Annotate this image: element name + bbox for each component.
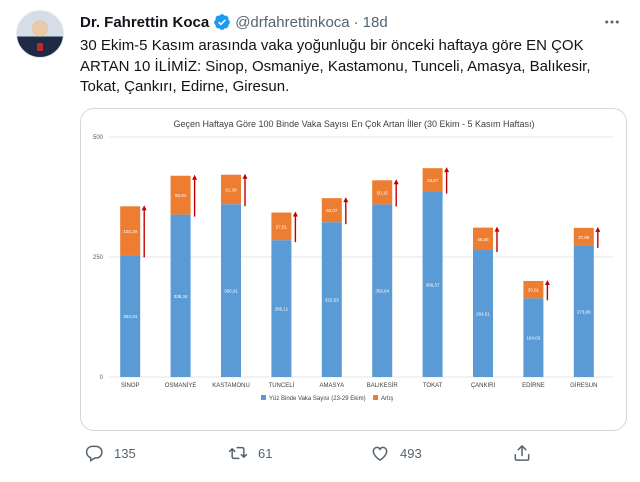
bar-base <box>321 222 342 377</box>
bar-increase-label: 80,94 <box>175 193 187 198</box>
bar-increase-label: 37,66 <box>578 235 590 240</box>
bar-increase <box>372 180 393 205</box>
increase-arrow-head <box>192 174 198 180</box>
x-tick-label: EDİRNE <box>522 382 545 389</box>
bar-base <box>170 214 191 377</box>
x-tick-label: GİRESUN <box>570 382 597 389</box>
like-icon <box>372 446 388 461</box>
bar-increase-label: 61,38 <box>225 187 237 192</box>
tweet-timestamp[interactable]: 18d <box>362 13 388 31</box>
bar-base <box>523 298 544 377</box>
like-button[interactable]: 493 <box>370 438 422 468</box>
bar-base <box>120 255 141 377</box>
x-tick-label: BALIKESİR <box>367 382 399 389</box>
x-tick-label: TUNCELİ <box>269 382 295 389</box>
tweet-actions: 135 61 493 <box>80 438 540 468</box>
retweet-count: 61 <box>258 445 273 461</box>
legend-label-increase: Artış <box>381 396 393 402</box>
bar-increase <box>523 280 544 299</box>
increase-arrow-head <box>544 279 550 285</box>
bar-increase <box>170 175 191 215</box>
y-tick-label: 500 <box>93 135 104 141</box>
x-tick-label: ÇANKIRI <box>471 383 496 389</box>
bar-increase <box>473 227 493 251</box>
x-tick-label: AMASYA <box>320 383 345 389</box>
legend-swatch-base <box>261 395 266 400</box>
bar-base-label: 164,03 <box>527 336 541 341</box>
increase-arrow-head <box>242 173 248 179</box>
bar-base-label: 359,64 <box>375 289 389 294</box>
bar-base-label: 253,34 <box>123 314 137 319</box>
more-icon <box>605 20 619 24</box>
like-count: 493 <box>400 445 422 461</box>
bar-base-label: 360,01 <box>224 289 238 294</box>
bar-base <box>221 204 241 377</box>
increase-arrow-head <box>393 179 399 185</box>
reply-count: 135 <box>114 445 136 461</box>
tweet-header: Dr. Fahrettin Koca @drfahrettinkoca · 18… <box>80 12 388 32</box>
bar-increase <box>422 168 443 192</box>
retweet-button[interactable]: 61 <box>228 438 272 468</box>
bar-increase <box>573 227 594 246</box>
increase-arrow-head <box>343 197 349 203</box>
bar-base-label: 273,09 <box>577 309 591 314</box>
reply-icon <box>85 445 103 463</box>
x-tick-label: KASTAMONU <box>212 383 250 389</box>
bar-base-label: 386,37 <box>426 282 440 287</box>
legend-swatch-increase <box>373 395 378 400</box>
bar-increase-label: 102,29 <box>123 229 137 234</box>
share-button[interactable] <box>512 438 532 468</box>
bar-increase <box>321 198 342 223</box>
tweet-text: 30 Ekim-5 Kasım arasında vaka yoğunluğu … <box>80 37 591 95</box>
tweet-media-chart[interactable]: Geçen Haftaya Göre 100 Binde Vaka Sayısı… <box>80 108 627 431</box>
bar-base-label: 285,11 <box>275 307 289 312</box>
separator-dot: · <box>353 13 359 31</box>
increase-arrow-head <box>292 211 298 217</box>
y-tick-label: 250 <box>93 255 104 261</box>
bar-increase <box>221 174 241 205</box>
increase-arrow-head <box>595 226 601 232</box>
bar-base-label: 322,53 <box>325 298 339 303</box>
author-avatar[interactable] <box>16 10 64 58</box>
chart-svg: Geçen Haftaya Göre 100 Binde Vaka Sayısı… <box>93 119 613 402</box>
legend-label-base: Yüz Binde Vaka Sayısı (23-29 Ekim) <box>269 396 366 402</box>
bar-increase-label: 50,07 <box>326 208 338 213</box>
chart-title: Geçen Haftaya Göre 100 Binde Vaka Sayısı… <box>174 119 535 129</box>
x-tick-label: SİNOP <box>121 382 140 389</box>
bar-increase <box>271 212 292 241</box>
bar-base <box>573 245 594 377</box>
bar-base-label: 264,51 <box>476 312 490 317</box>
x-tick-label: OSMANİYE <box>165 382 197 389</box>
more-options-button[interactable] <box>602 12 622 32</box>
bar-base <box>422 191 443 377</box>
bar-base <box>473 250 493 377</box>
bar-increase-label: 57,51 <box>276 224 288 229</box>
bar-base <box>372 204 393 377</box>
x-tick-label: TOKAT <box>423 383 443 389</box>
bar-increase <box>120 206 141 256</box>
avatar-detail <box>37 43 43 51</box>
author-name[interactable]: Dr. Fahrettin Koca <box>80 13 210 31</box>
share-icon <box>514 445 530 461</box>
bar-increase-label: 48,67 <box>427 178 439 183</box>
bar-increase-label: 50,15 <box>377 190 389 195</box>
author-handle[interactable]: @drfahrettinkoca <box>235 13 350 31</box>
increase-arrow-head <box>141 205 147 211</box>
increase-arrow-head <box>494 226 500 232</box>
reply-button[interactable]: 135 <box>84 438 136 468</box>
bar-increase-label: 46,66 <box>477 237 489 242</box>
y-tick-label: 0 <box>100 375 104 381</box>
bar-increase-label: 36,01 <box>528 288 540 293</box>
increase-arrow-head <box>444 167 450 173</box>
bar-base-label: 338,34 <box>174 294 188 299</box>
retweet-icon <box>228 446 248 460</box>
verified-badge-icon <box>214 14 231 30</box>
bar-base <box>271 240 292 377</box>
